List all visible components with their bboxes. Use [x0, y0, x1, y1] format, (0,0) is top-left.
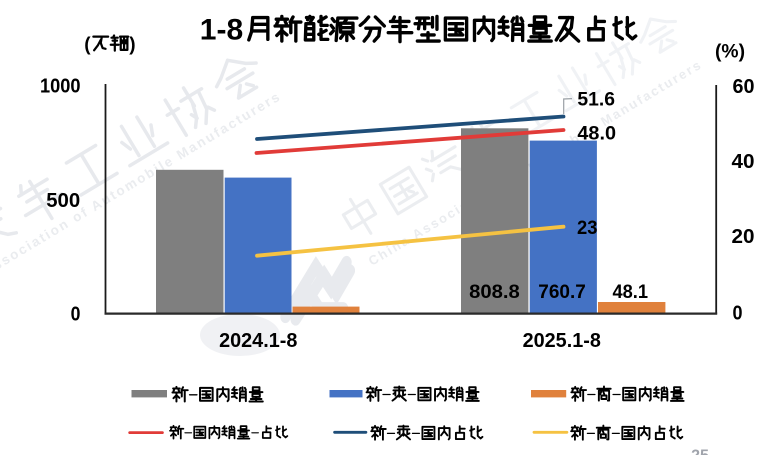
svg-text:1000: 1000 [40, 75, 81, 98]
svg-text:(%): (%) [715, 42, 745, 63]
svg-text:2025.1-8: 2025.1-8 [523, 329, 601, 352]
svg-text:23: 23 [577, 217, 598, 239]
svg-text:25: 25 [691, 448, 709, 455]
svg-text:2024.1-8: 2024.1-8 [219, 329, 297, 352]
svg-text:500: 500 [46, 189, 80, 212]
svg-text:(: ( [84, 35, 91, 56]
svg-text:48.1: 48.1 [613, 281, 649, 303]
svg-text:60: 60 [733, 75, 755, 98]
svg-text:40: 40 [732, 150, 755, 173]
svg-text:0: 0 [71, 302, 81, 325]
svg-text:0: 0 [733, 302, 743, 325]
svg-text:48.0: 48.0 [577, 122, 616, 144]
svg-text:51.6: 51.6 [577, 89, 615, 111]
svg-text:20: 20 [732, 225, 755, 248]
svg-text:): ) [129, 35, 135, 56]
svg-text:1-8: 1-8 [200, 14, 243, 47]
svg-text:760.7: 760.7 [538, 281, 586, 303]
svg-text:808.8: 808.8 [469, 281, 520, 303]
